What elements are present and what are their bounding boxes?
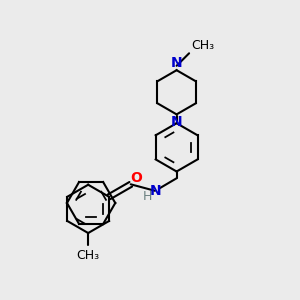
- Text: N: N: [171, 56, 182, 70]
- Text: N: N: [171, 115, 182, 129]
- Text: O: O: [130, 171, 142, 185]
- Text: CH₃: CH₃: [191, 39, 214, 52]
- Text: CH₃: CH₃: [76, 249, 100, 262]
- Text: N: N: [150, 184, 161, 198]
- Text: H: H: [143, 190, 152, 203]
